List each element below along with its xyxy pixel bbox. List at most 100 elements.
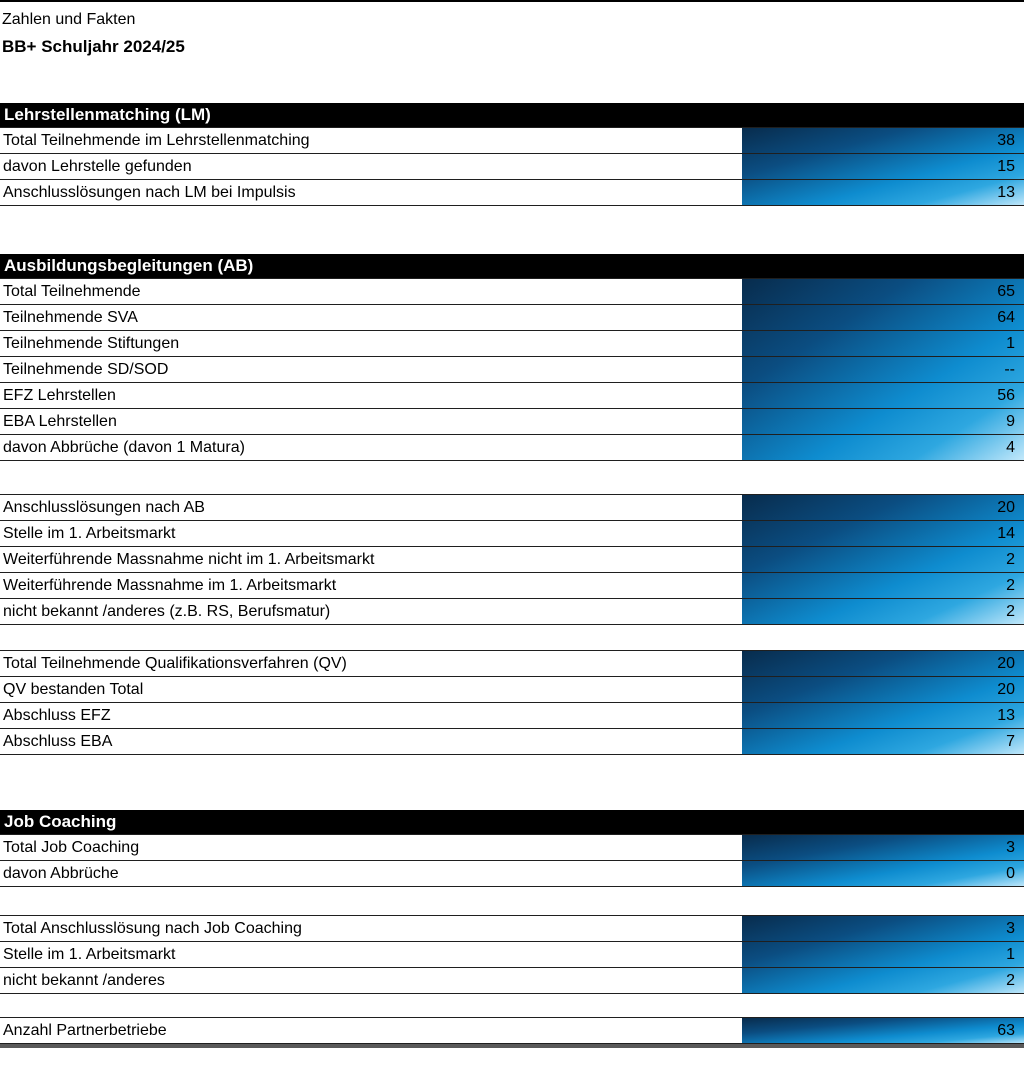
table-row: Teilnehmende SD/SOD -- — [0, 357, 1024, 383]
row-label: davon Abbrüche — [0, 861, 740, 886]
page-subtitle: BB+ Schuljahr 2024/25 — [2, 37, 185, 56]
row-value: 15 — [997, 157, 1015, 175]
column-divider — [740, 573, 742, 598]
row-value: 9 — [1006, 412, 1015, 430]
row-label: Teilnehmende SVA — [0, 305, 740, 330]
section-header-lehrstellenmatching: Lehrstellenmatching (LM) — [0, 103, 1024, 127]
row-value: 13 — [997, 706, 1015, 724]
column-divider — [740, 703, 742, 728]
row-label: Teilnehmende Stiftungen — [0, 331, 740, 356]
column-divider — [740, 599, 742, 624]
row-value: 0 — [1006, 864, 1015, 882]
table-row: Weiterführende Massnahme im 1. Arbeitsma… — [0, 573, 1024, 599]
row-value: 38 — [997, 131, 1015, 149]
table-ausbildungsbegleitungen: Total Teilnehmende 65 Teilnehmende SVA 6… — [0, 278, 1024, 461]
row-value: 2 — [1006, 971, 1015, 989]
column-divider — [740, 651, 742, 676]
row-label: EBA Lehrstellen — [0, 409, 740, 434]
table-row: Anzahl Partnerbetriebe 63 — [0, 1018, 1024, 1044]
bottom-rule — [0, 1044, 1024, 1048]
table-row: nicht bekannt /anderes (z.B. RS, Berufsm… — [0, 599, 1024, 625]
table-row: Teilnehmende Stiftungen 1 — [0, 331, 1024, 357]
row-value: 2 — [1006, 576, 1015, 594]
top-rule — [0, 0, 1024, 2]
table-row: davon Abbrüche (davon 1 Matura) 4 — [0, 435, 1024, 461]
table-row: Teilnehmende SVA 64 — [0, 305, 1024, 331]
value-column-gradient — [742, 495, 1024, 625]
page-title: Zahlen und Fakten — [2, 11, 136, 28]
table-row: davon Abbrüche 0 — [0, 861, 1024, 887]
column-divider — [740, 435, 742, 460]
row-label: Anschlusslösungen nach AB — [0, 495, 740, 520]
table-row: Stelle im 1. Arbeitsmarkt 1 — [0, 942, 1024, 968]
value-column-gradient — [742, 651, 1024, 755]
column-divider — [740, 409, 742, 434]
section-header-ausbildungsbegleitungen: Ausbildungsbegleitungen (AB) — [0, 254, 1024, 278]
column-divider — [740, 180, 742, 205]
row-value: 14 — [997, 524, 1015, 542]
column-divider — [740, 968, 742, 993]
column-divider — [740, 154, 742, 179]
column-divider — [740, 357, 742, 382]
column-divider — [740, 916, 742, 941]
row-value: 56 — [997, 386, 1015, 404]
row-value: 3 — [1006, 919, 1015, 937]
table-row: QV bestanden Total 20 — [0, 677, 1024, 703]
column-divider — [740, 677, 742, 702]
table-row: nicht bekannt /anderes 2 — [0, 968, 1024, 994]
table-row: Abschluss EFZ 13 — [0, 703, 1024, 729]
row-label: davon Lehrstelle gefunden — [0, 154, 740, 179]
row-value: 4 — [1006, 438, 1015, 456]
row-label: Abschluss EFZ — [0, 703, 740, 728]
table-row: Abschluss EBA 7 — [0, 729, 1024, 755]
row-value: 64 — [997, 308, 1015, 326]
value-column-gradient — [742, 279, 1024, 461]
column-divider — [740, 383, 742, 408]
row-label: davon Abbrüche (davon 1 Matura) — [0, 435, 740, 460]
table-lehrstellenmatching: Total Teilnehmende im Lehrstellenmatchin… — [0, 127, 1024, 206]
table-row: Total Teilnehmende Qualifikationsverfahr… — [0, 651, 1024, 677]
row-label: Total Job Coaching — [0, 835, 740, 860]
table-row: Anschlusslösungen nach LM bei Impulsis 1… — [0, 180, 1024, 206]
row-label: Weiterführende Massnahme im 1. Arbeitsma… — [0, 573, 740, 598]
row-label: Total Teilnehmende — [0, 279, 740, 304]
column-divider — [740, 128, 742, 153]
value-column-gradient — [742, 128, 1024, 206]
row-value: -- — [1004, 360, 1015, 378]
row-value: 7 — [1006, 732, 1015, 750]
row-label: Teilnehmende SD/SOD — [0, 357, 740, 382]
table-row: Stelle im 1. Arbeitsmarkt 14 — [0, 521, 1024, 547]
row-value: 20 — [997, 654, 1015, 672]
row-label: Total Teilnehmende Qualifikationsverfahr… — [0, 651, 740, 676]
row-label: Stelle im 1. Arbeitsmarkt — [0, 521, 740, 546]
row-value: 1 — [1006, 334, 1015, 352]
column-divider — [740, 279, 742, 304]
row-label: EFZ Lehrstellen — [0, 383, 740, 408]
row-label: QV bestanden Total — [0, 677, 740, 702]
value-column-gradient — [742, 1018, 1024, 1044]
row-value: 2 — [1006, 602, 1015, 620]
row-value: 13 — [997, 183, 1015, 201]
row-label: Anschlusslösungen nach LM bei Impulsis — [0, 180, 740, 205]
table-anschlussloesungen-ab: Anschlusslösungen nach AB 20 Stelle im 1… — [0, 494, 1024, 625]
row-value: 63 — [997, 1021, 1015, 1039]
column-divider — [740, 547, 742, 572]
section-header-job-coaching: Job Coaching — [0, 810, 1024, 834]
table-row: Anschlusslösungen nach AB 20 — [0, 495, 1024, 521]
row-value: 65 — [997, 282, 1015, 300]
table-row: Total Anschlusslösung nach Job Coaching … — [0, 916, 1024, 942]
column-divider — [740, 861, 742, 886]
value-column-gradient — [742, 916, 1024, 994]
column-divider — [740, 1018, 742, 1043]
column-divider — [740, 729, 742, 754]
table-anschlussloesung-job-coaching: Total Anschlusslösung nach Job Coaching … — [0, 915, 1024, 994]
row-label: Anzahl Partnerbetriebe — [0, 1018, 740, 1043]
row-label: nicht bekannt /anderes — [0, 968, 740, 993]
table-job-coaching: Total Job Coaching 3 davon Abbrüche 0 — [0, 834, 1024, 887]
table-row: EFZ Lehrstellen 56 — [0, 383, 1024, 409]
column-divider — [740, 305, 742, 330]
table-row: Total Teilnehmende 65 — [0, 279, 1024, 305]
row-label: Abschluss EBA — [0, 729, 740, 754]
table-row: Total Teilnehmende im Lehrstellenmatchin… — [0, 128, 1024, 154]
row-label: nicht bekannt /anderes (z.B. RS, Berufsm… — [0, 599, 740, 624]
